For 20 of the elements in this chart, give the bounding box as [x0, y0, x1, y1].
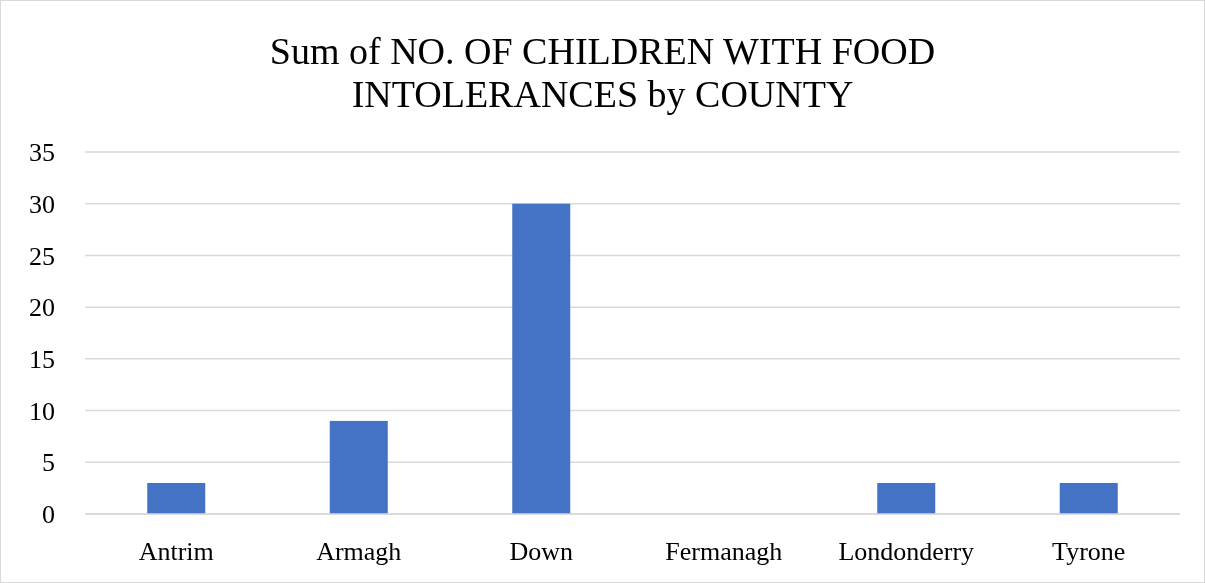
y-tick-label: 30: [29, 189, 55, 219]
x-tick-label: Tyrone: [1052, 537, 1126, 566]
bar: [147, 482, 206, 514]
y-tick-label: 35: [29, 138, 55, 168]
chart-title: Sum of NO. OF CHILDREN WITH FOOD INTOLERANCES by COUNTY: [269, 30, 936, 115]
x-tick-label: Armagh: [316, 537, 402, 566]
y-tick-label: 10: [29, 396, 55, 426]
y-tick-label: 20: [29, 293, 55, 323]
x-tick-label: Antrim: [138, 537, 214, 566]
y-tick-label: 0: [42, 500, 55, 530]
bar: [877, 482, 936, 514]
x-tick-label: Fermanagh: [665, 537, 783, 566]
x-tick-label: Down: [509, 537, 574, 566]
x-tick-label: Londonderry: [838, 537, 975, 566]
bar: [1059, 482, 1118, 514]
y-tick-label: 5: [42, 448, 55, 478]
bar: [329, 420, 388, 514]
y-tick-label: 15: [29, 344, 55, 374]
bar: [512, 203, 571, 514]
y-tick-label: 25: [29, 241, 55, 271]
